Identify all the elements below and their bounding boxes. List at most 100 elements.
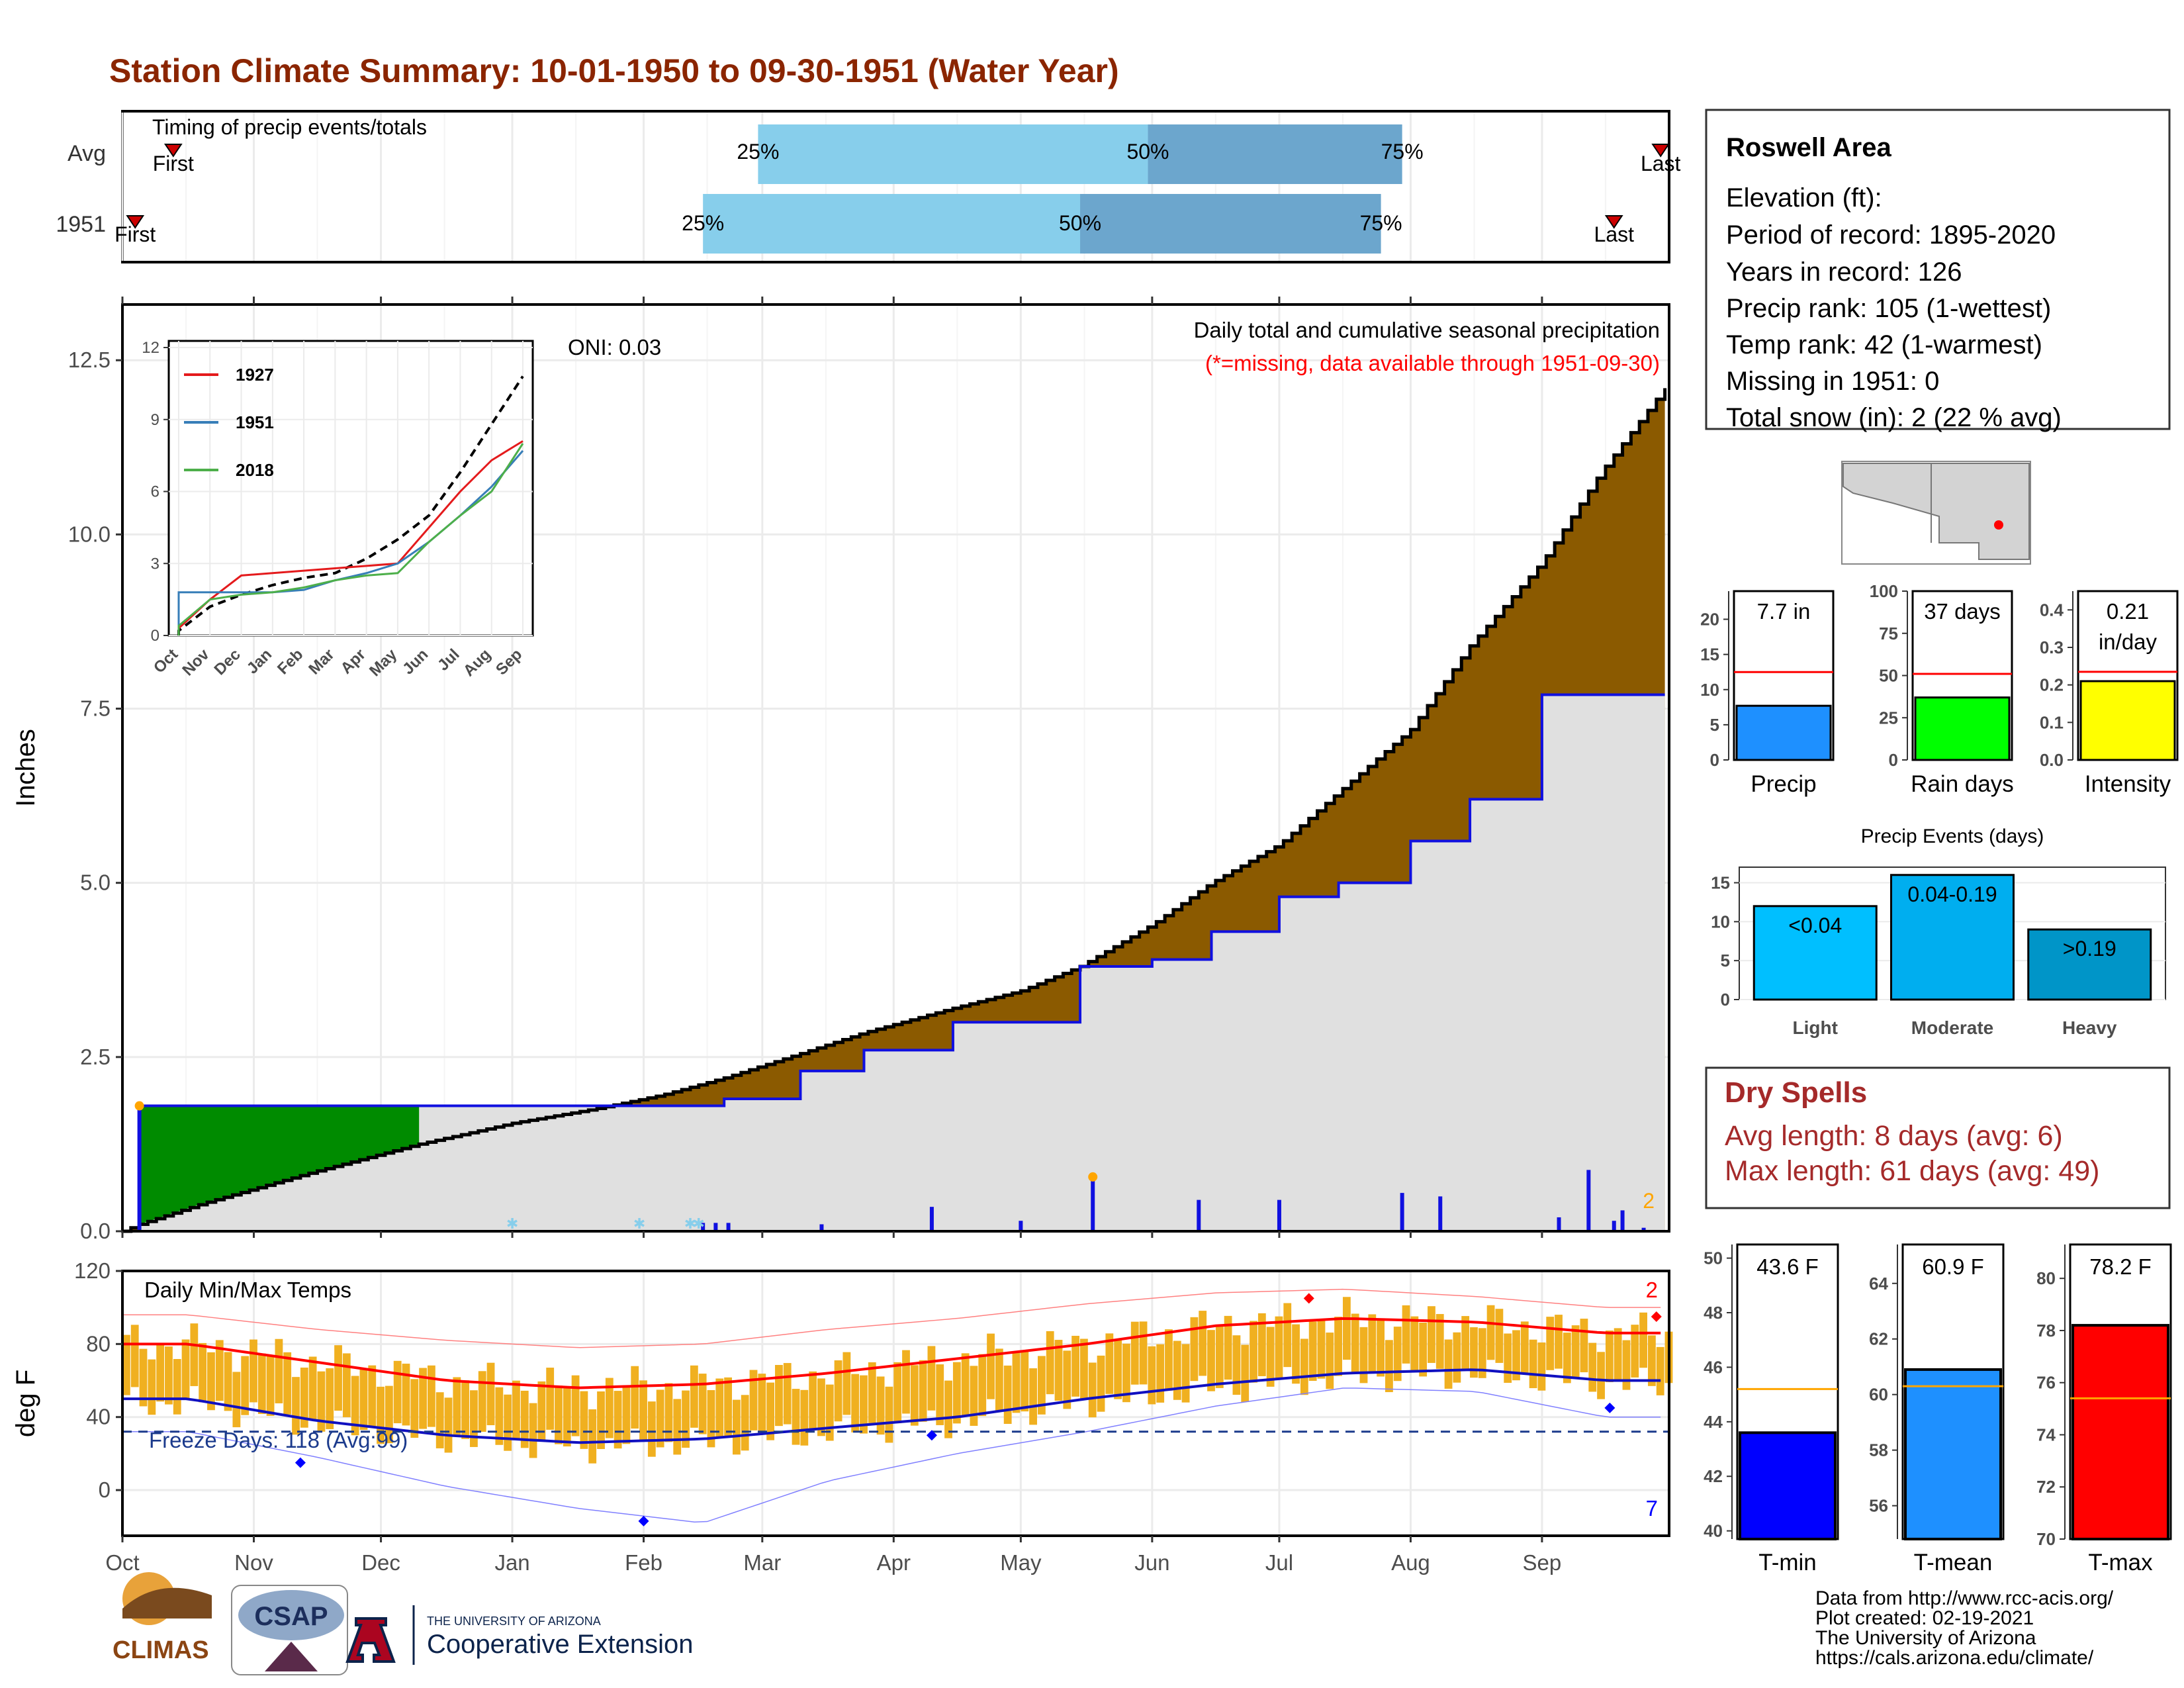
precip-plot-frame (121, 303, 1670, 1233)
daily-temp-bar (1656, 1346, 1664, 1395)
precip-y-tick-label: 7.5 (80, 696, 111, 721)
page-title: Station Climate Summary: 10-01-1950 to 0… (109, 52, 1119, 89)
month-tick-label: Dec (361, 1550, 400, 1575)
daily-temp-bar (334, 1345, 342, 1411)
daily-temp-bar (1130, 1321, 1139, 1385)
daily-temp-bar (537, 1381, 546, 1441)
timing-row-1951: 1951 (56, 212, 106, 237)
daily-temp-bar (860, 1375, 868, 1434)
daily-temp-bar (1250, 1321, 1257, 1383)
daily-temp-bar (470, 1390, 478, 1447)
daily-temp-bar (1470, 1327, 1478, 1378)
mini-bar-tick-label: 5 (1710, 715, 1719, 735)
station-period: Period of record: 1895-2020 (1726, 220, 2056, 250)
temp-panel-label: Daily Min/Max Temps (144, 1278, 351, 1302)
daily-precip-bar (1620, 1210, 1625, 1231)
daily-temp-bar (1257, 1313, 1266, 1376)
daily-temp-bar (1435, 1314, 1444, 1369)
climas-logo-text: CLIMAS (113, 1636, 209, 1664)
events-tick-label: 15 (1711, 873, 1730, 893)
daily-temp-bar (1520, 1321, 1529, 1374)
daily-temp-bar (1181, 1344, 1190, 1403)
daily-temp-bar (1275, 1316, 1283, 1378)
timing-pct-label: 75% (1381, 140, 1424, 164)
daily-temp-bar (631, 1366, 639, 1429)
footer-plot-created: Plot created: 02-19-2021 (1815, 1607, 2034, 1629)
daily-temp-bar (825, 1384, 834, 1441)
daily-temp-bar (1453, 1332, 1461, 1383)
daily-temp-bar (851, 1374, 860, 1432)
daily-temp-bar (724, 1377, 732, 1437)
daily-temp-bar (377, 1386, 385, 1444)
daily-temp-bar (1003, 1365, 1012, 1425)
mini-bar-value-label: 37 days (1924, 599, 2001, 624)
inset-legend-label: 1927 (236, 365, 274, 385)
daily-temp-bar (1622, 1340, 1631, 1390)
footer-data-source: Data from http://www.rcc-acis.org/ (1815, 1587, 2114, 1609)
cumulative-average-line (122, 388, 1667, 1233)
daily-temp-bar (885, 1386, 893, 1443)
record-low-count: 7 (1646, 1496, 1658, 1521)
daily-precip-bar (1277, 1199, 1281, 1231)
daily-temp-bar (1046, 1331, 1054, 1395)
mini-bar-category-label: Intensity (2085, 771, 2171, 797)
daily-precip-bar (726, 1223, 731, 1231)
record-low-marker-icon (638, 1515, 649, 1526)
precip-y-tick-label: 0.0 (80, 1219, 111, 1243)
record-high-count: 2 (1646, 1278, 1658, 1302)
inset-y-tick-label: 9 (151, 411, 159, 429)
station-location-dot (1994, 520, 2003, 530)
temperature-panel: Daily Min/Max Temps Freeze Days: 118 (Av… (11, 1258, 1673, 1575)
daily-temp-bar (224, 1352, 232, 1411)
daily-temp-bar (1021, 1350, 1029, 1412)
daily-temp-bar (1377, 1320, 1385, 1377)
daily-temp-bar (1215, 1326, 1224, 1388)
daily-temp-bar (1266, 1327, 1275, 1387)
event-category-label: Heavy (2062, 1017, 2117, 1038)
daily-temp-bar (1614, 1328, 1622, 1381)
temp-bar-tick-label: 46 (1704, 1357, 1723, 1377)
daily-temp-bar (580, 1391, 588, 1449)
inset-y-tick-label: 12 (142, 339, 159, 357)
university-name-small: THE UNIVERSITY OF ARIZONA (427, 1615, 601, 1628)
inset-y-tick-label: 6 (151, 483, 159, 501)
daily-temp-bar (419, 1368, 427, 1429)
temp-bar-value (1739, 1431, 1837, 1541)
station-elevation: Elevation (ft): (1726, 183, 1882, 212)
month-tick-label: Mar (743, 1550, 781, 1575)
record-high-marker-icon (1651, 1311, 1662, 1322)
temp-bar-tick-label: 50 (1704, 1248, 1723, 1268)
daily-temp-bar (300, 1367, 308, 1428)
mini-bar-tick-label: 100 (1870, 581, 1898, 601)
precip-y-tick-label: 10.0 (68, 522, 111, 546)
inset-legend-label: 1951 (236, 412, 274, 432)
daily-temp-bar (199, 1342, 207, 1403)
record-precip-dot (1088, 1172, 1098, 1182)
daily-temp-bar (529, 1403, 537, 1458)
record-high-marker-icon (1303, 1293, 1314, 1304)
record-precip-dot (134, 1101, 144, 1111)
temp-bar-category-label: T-max (2088, 1550, 2153, 1575)
daily-temp-bar (1122, 1343, 1130, 1403)
record-low-marker-icon (926, 1430, 937, 1441)
mini-bar-tick-label: 75 (1879, 624, 1898, 643)
daily-precip-bar (1612, 1221, 1616, 1231)
daily-precip-bar (713, 1223, 718, 1231)
event-bar (1752, 905, 1878, 1001)
daily-temp-bar (427, 1365, 435, 1427)
precip-y-tick-label: 12.5 (68, 348, 111, 372)
daily-temp-bar (1444, 1339, 1453, 1389)
timing-panel-label: Timing of precip events/totals (152, 115, 427, 139)
last-event-label: Last (1641, 152, 1681, 175)
daily-temp-bar (275, 1338, 283, 1403)
footer-credits: Data from http://www.rcc-acis.org/ Plot … (1815, 1587, 2114, 1669)
daily-temp-bar (800, 1389, 809, 1446)
csap-logo-text: CSAP (254, 1602, 328, 1631)
timing-bar-25-50 (758, 124, 1148, 184)
inset-series-average (177, 375, 524, 635)
daily-temp-bar (1419, 1322, 1428, 1377)
daily-temp-bar (1555, 1315, 1563, 1369)
month-tick-label: Jul (1265, 1550, 1293, 1575)
event-bar-label: >0.19 (2063, 937, 2116, 961)
daily-temp-bar (385, 1385, 393, 1444)
